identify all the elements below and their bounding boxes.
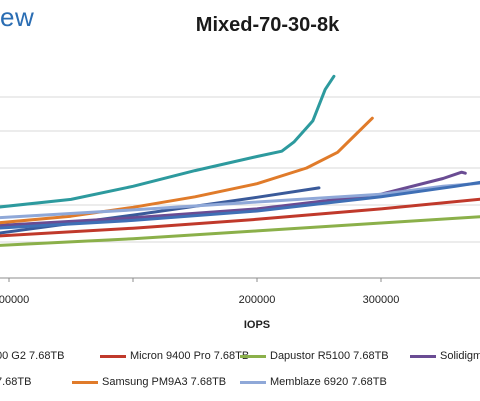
legend-item: Micron 9400 Pro 7.68TB [100, 350, 249, 362]
series-line-6 [0, 181, 480, 220]
legend-swatch [240, 380, 266, 384]
legend-item: Solidigm [410, 350, 480, 362]
legend-swatch [72, 380, 98, 384]
chart-legend: 00 G2 7.68TB Micron 9400 Pro 7.68TB Dapust… [0, 346, 480, 401]
x-tick-labels: 00000200000300000400000 [0, 278, 400, 306]
x-tick-label: 00000 [0, 294, 29, 306]
legend-item: Samsung PM9A3 7.68TB [72, 376, 226, 388]
legend-label: Solidigm [440, 350, 480, 362]
legend-label: Micron 9400 Pro 7.68TB [130, 350, 250, 362]
legend-item: Memblaze 6920 7.68TB [240, 376, 387, 388]
brand-logo-text: ew [0, 2, 35, 32]
legend-label: 00 G2 7.68TB [0, 350, 65, 362]
x-axis-label: IOPS [244, 319, 270, 331]
legend-swatch [100, 354, 126, 358]
legend-label: 7.68TB [0, 376, 32, 388]
legend-item: 7.68TB [0, 376, 31, 388]
x-tick-label: 200000 [239, 294, 276, 306]
legend-label: Memblaze 6920 7.68TB [270, 376, 387, 388]
legend-label: Samsung PM9A3 7.68TB [102, 376, 227, 388]
legend-item: 00 G2 7.68TB [0, 350, 65, 362]
x-tick-label: 300000 [363, 294, 400, 306]
legend-label: Dapustor R5100 7.68TB [270, 350, 389, 362]
series-line-2 [0, 215, 480, 247]
legend-swatch [410, 354, 436, 358]
series-line-7 [0, 180, 480, 230]
series-line-4 [0, 74, 336, 209]
chart-plot: 00000200000300000400000 IOPS [0, 74, 480, 331]
series-lines [0, 74, 480, 247]
chart-title: Mixed-70-30-8k [195, 14, 340, 36]
legend-swatch [240, 354, 266, 358]
series-line-1 [0, 197, 480, 238]
legend-item: Dapustor R5100 7.68TB [240, 350, 389, 362]
